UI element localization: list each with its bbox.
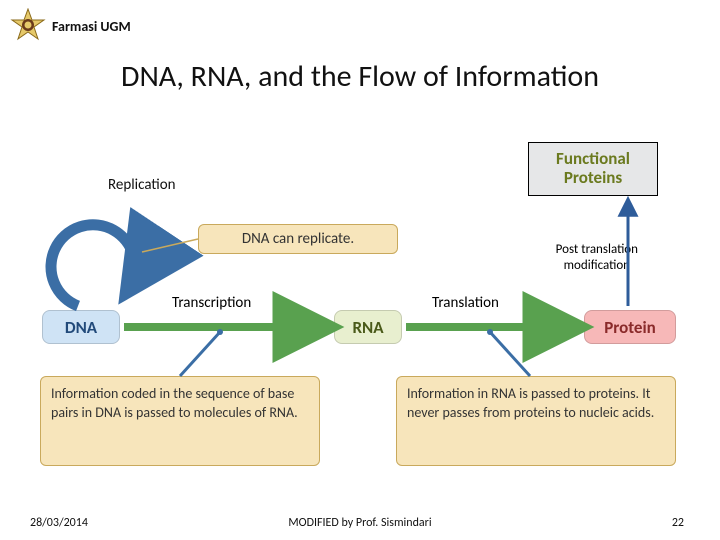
rna-desc-pointer: [490, 332, 530, 376]
translation-label: Translation: [432, 294, 499, 312]
dna-description-box: Information coded in the sequence of bas…: [40, 376, 320, 466]
rna-node: RNA: [334, 310, 402, 344]
replicate-callout: DNA can replicate.: [198, 224, 398, 254]
protein-node: Protein: [584, 310, 676, 344]
functional-proteins-box: Functional Proteins: [528, 142, 658, 196]
org-logo: [10, 8, 46, 44]
dna-node: DNA: [42, 310, 120, 344]
replication-label: Replication: [108, 176, 176, 194]
rna-desc-pointer-dot: [487, 329, 493, 335]
transcription-label: Transcription: [172, 294, 251, 312]
replication-loop-arrow: [51, 225, 135, 306]
ptm-label: Post translation modification: [556, 242, 638, 273]
footer-date: 28/03/2014: [30, 516, 88, 530]
dna-desc-pointer-dot: [217, 329, 223, 335]
org-name: Farmasi UGM: [52, 18, 131, 35]
rna-description-box: Information in RNA is passed to proteins…: [396, 376, 676, 466]
footer-modified: MODIFIED by Prof. Sismindari: [288, 516, 431, 530]
replicate-callout-pointer: [142, 239, 198, 252]
slide-title: DNA, RNA, and the Flow of Information: [0, 58, 720, 95]
ptm-line1: Post translation: [556, 242, 638, 257]
dna-desc-pointer: [180, 332, 220, 376]
slide-header: Farmasi UGM: [10, 8, 131, 44]
footer-page: 22: [672, 516, 684, 530]
ptm-line2: modification: [564, 258, 630, 273]
fp-line2: Proteins: [564, 169, 622, 188]
